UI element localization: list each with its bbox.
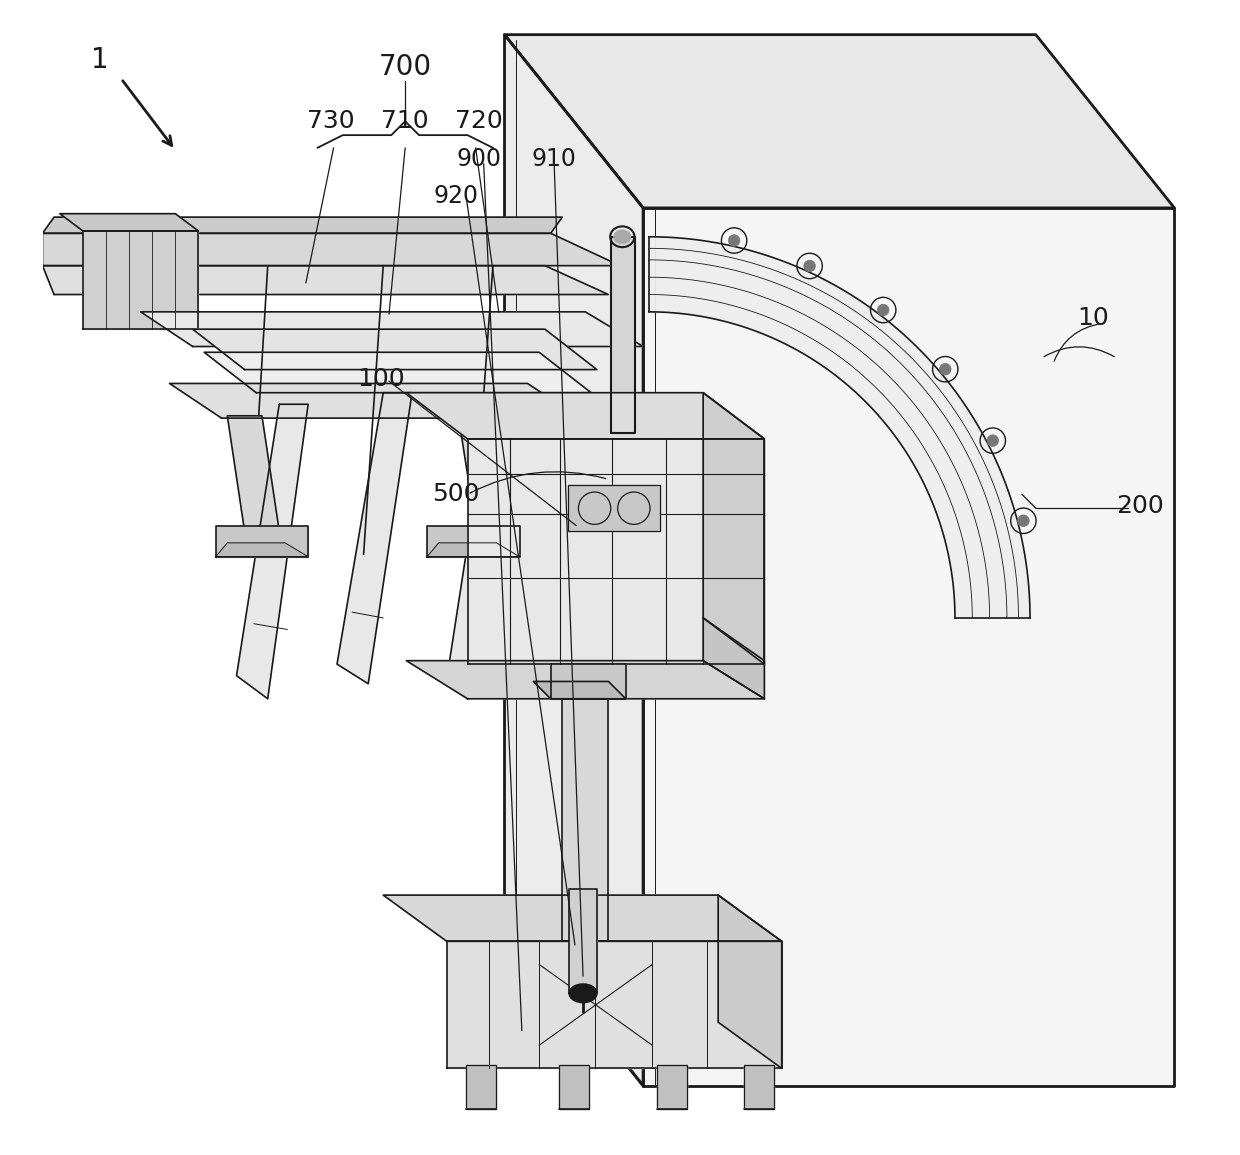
Circle shape bbox=[1018, 515, 1029, 527]
Polygon shape bbox=[446, 941, 781, 1068]
Polygon shape bbox=[569, 889, 596, 993]
Polygon shape bbox=[42, 266, 609, 295]
Polygon shape bbox=[237, 404, 309, 699]
Circle shape bbox=[987, 434, 998, 446]
Polygon shape bbox=[649, 237, 1030, 618]
Polygon shape bbox=[459, 416, 511, 526]
Polygon shape bbox=[703, 393, 764, 664]
Polygon shape bbox=[657, 1065, 687, 1109]
Polygon shape bbox=[744, 1065, 774, 1109]
Polygon shape bbox=[383, 895, 781, 941]
Text: 900: 900 bbox=[456, 148, 502, 171]
Polygon shape bbox=[467, 439, 764, 664]
Polygon shape bbox=[192, 329, 596, 370]
Circle shape bbox=[940, 364, 951, 375]
Polygon shape bbox=[559, 1065, 589, 1109]
Circle shape bbox=[804, 260, 816, 271]
Text: 500: 500 bbox=[433, 483, 480, 506]
Polygon shape bbox=[407, 661, 764, 699]
Polygon shape bbox=[644, 208, 1174, 1086]
Ellipse shape bbox=[569, 984, 596, 1003]
Text: 710: 710 bbox=[382, 110, 429, 133]
Polygon shape bbox=[216, 543, 309, 557]
Polygon shape bbox=[170, 383, 579, 418]
Text: 920: 920 bbox=[434, 185, 479, 208]
Polygon shape bbox=[551, 664, 626, 699]
Polygon shape bbox=[83, 231, 198, 329]
Text: 910: 910 bbox=[532, 148, 577, 171]
Text: 720: 720 bbox=[455, 110, 503, 133]
Polygon shape bbox=[205, 352, 591, 393]
Polygon shape bbox=[227, 416, 279, 531]
Polygon shape bbox=[611, 237, 635, 433]
Circle shape bbox=[728, 234, 740, 246]
Polygon shape bbox=[466, 1065, 496, 1109]
Text: 200: 200 bbox=[1116, 494, 1163, 517]
Polygon shape bbox=[42, 217, 562, 233]
Polygon shape bbox=[703, 618, 764, 699]
Polygon shape bbox=[718, 895, 781, 1068]
Polygon shape bbox=[562, 699, 609, 941]
Text: 10: 10 bbox=[1078, 306, 1110, 329]
Polygon shape bbox=[140, 312, 644, 346]
Polygon shape bbox=[427, 526, 520, 557]
Polygon shape bbox=[42, 233, 620, 266]
Polygon shape bbox=[60, 214, 198, 231]
Polygon shape bbox=[505, 35, 644, 1086]
Polygon shape bbox=[216, 526, 309, 557]
Text: 700: 700 bbox=[378, 53, 432, 81]
Circle shape bbox=[878, 304, 889, 315]
Text: 1: 1 bbox=[92, 46, 109, 74]
Polygon shape bbox=[533, 681, 626, 699]
Polygon shape bbox=[427, 543, 520, 557]
Ellipse shape bbox=[614, 230, 631, 244]
Text: 730: 730 bbox=[308, 110, 355, 133]
Polygon shape bbox=[505, 35, 1174, 208]
Polygon shape bbox=[568, 485, 661, 531]
Polygon shape bbox=[655, 404, 672, 497]
Polygon shape bbox=[449, 395, 520, 684]
Text: 100: 100 bbox=[357, 367, 404, 390]
Polygon shape bbox=[407, 393, 764, 439]
Polygon shape bbox=[337, 393, 412, 684]
